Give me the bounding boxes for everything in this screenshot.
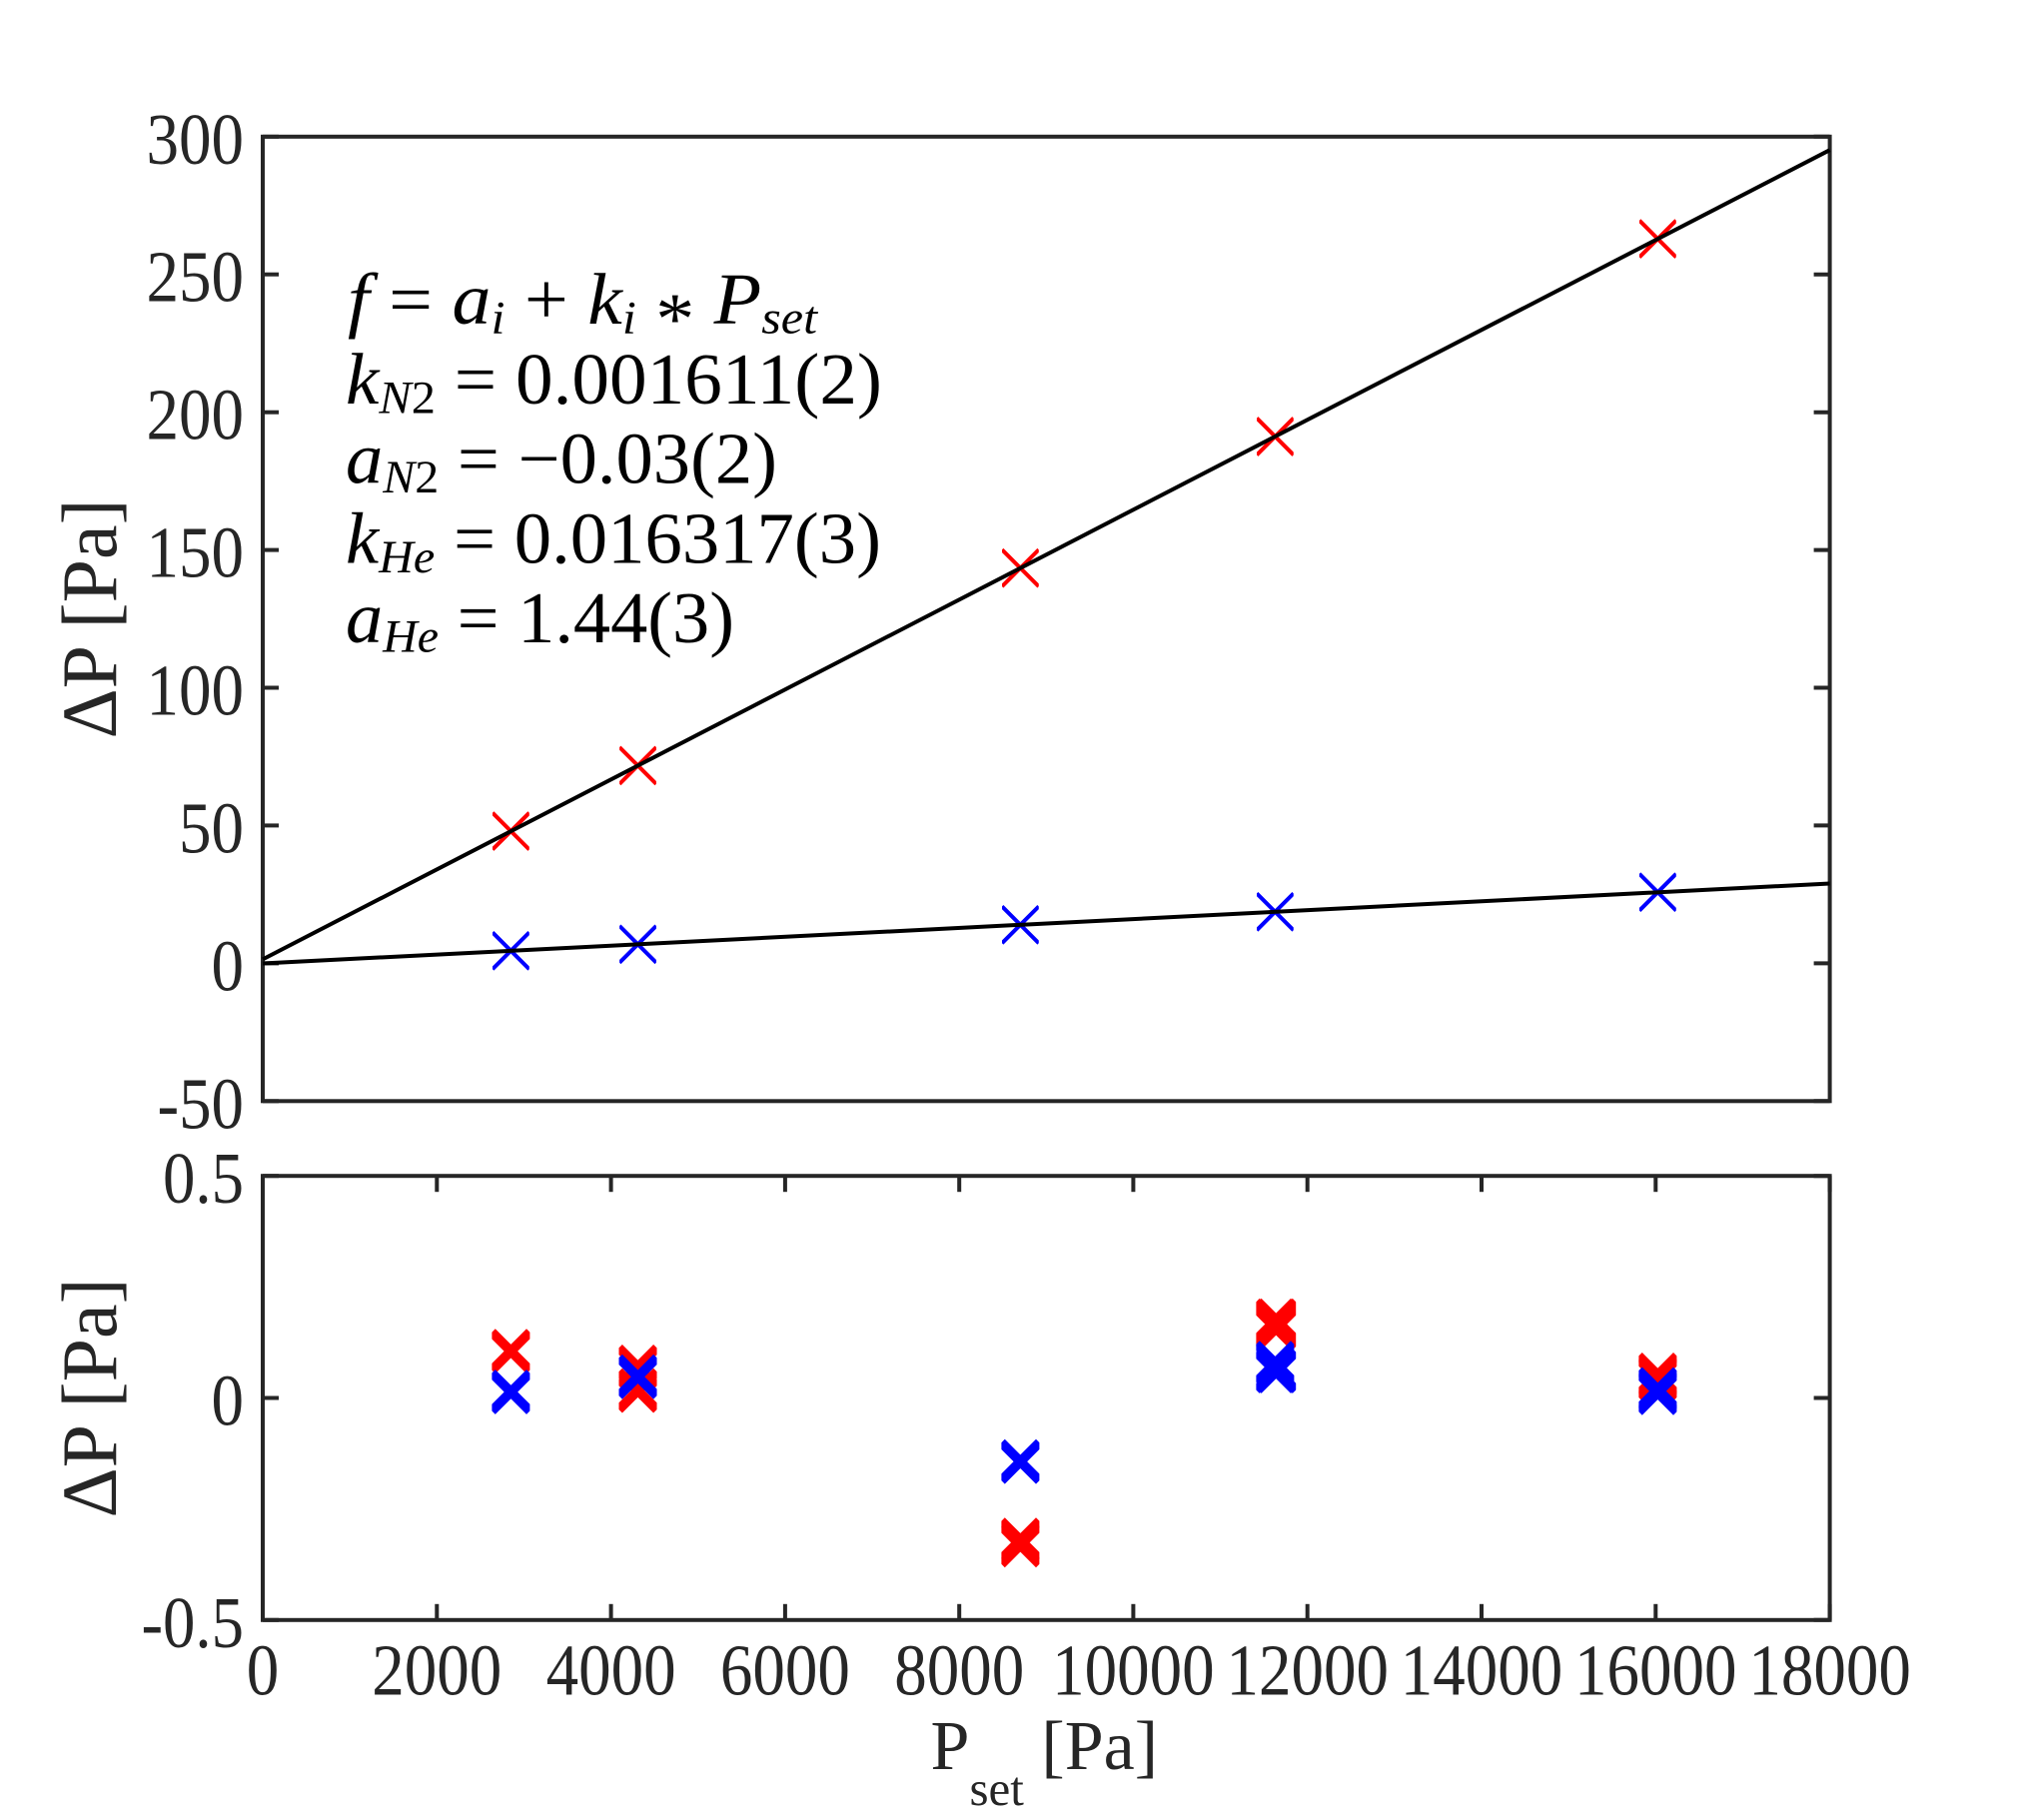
svg-text:ΔP [Pa]: ΔP [Pa]: [46, 1278, 133, 1517]
svg-text:-0.5: -0.5: [142, 1582, 245, 1663]
svg-text:aHe = 1.44(3): aHe = 1.44(3): [346, 577, 734, 663]
svg-text:10000: 10000: [1052, 1630, 1215, 1711]
svg-text:300: 300: [147, 99, 245, 180]
svg-text:16000: 16000: [1574, 1630, 1737, 1711]
svg-text:250: 250: [147, 237, 245, 318]
svg-text:14000: 14000: [1401, 1630, 1563, 1711]
svg-text:18000: 18000: [1748, 1630, 1911, 1711]
svg-text:150: 150: [147, 512, 245, 593]
svg-text:0.5: 0.5: [163, 1138, 244, 1219]
svg-text:100: 100: [147, 650, 245, 731]
svg-text:-50: -50: [158, 1063, 245, 1144]
svg-text:200: 200: [147, 375, 245, 455]
svg-text:ΔP [Pa]: ΔP [Pa]: [46, 498, 133, 738]
svg-text:kHe = 0.016317(3): kHe = 0.016317(3): [346, 497, 881, 583]
svg-text:aN2 = −0.03(2): aN2 = −0.03(2): [346, 419, 777, 504]
svg-text:0: 0: [247, 1630, 280, 1711]
svg-text:kN2 = 0.001611(2): kN2 = 0.001611(2): [346, 339, 882, 425]
svg-text:50: 50: [179, 787, 244, 868]
svg-text:6000: 6000: [720, 1630, 850, 1711]
svg-text:2000: 2000: [372, 1630, 502, 1711]
svg-text:0: 0: [212, 925, 245, 1006]
svg-text:8000: 8000: [894, 1630, 1024, 1711]
svg-text:0: 0: [212, 1361, 245, 1441]
svg-text:12000: 12000: [1226, 1630, 1389, 1711]
svg-text:4000: 4000: [546, 1630, 676, 1711]
